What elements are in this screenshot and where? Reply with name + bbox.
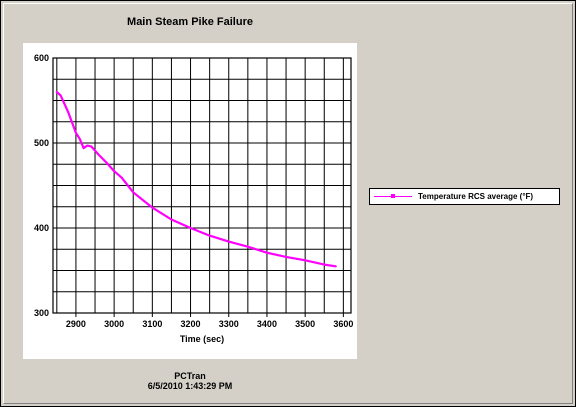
footer-timestamp: 6/5/2010 1:43:29 PM xyxy=(147,381,233,391)
legend-swatch-marker xyxy=(391,194,395,198)
legend-swatch xyxy=(374,189,412,204)
x-tick-label: 3400 xyxy=(257,319,277,329)
chart-svg: 2900 3000 3100 3200 3300 3400 3500 3600 300 400 50… xyxy=(34,53,353,344)
legend: Temperature RCS average (°F) xyxy=(369,188,560,205)
x-tick-label: 3200 xyxy=(181,319,201,329)
x-tick-label: 3600 xyxy=(333,319,353,329)
y-tick-label: 400 xyxy=(34,223,49,233)
y-tick-label: 500 xyxy=(34,138,49,148)
footer-app-name: PCTran xyxy=(174,371,206,381)
y-tick-label: 300 xyxy=(34,308,49,318)
x-tick-label: 3300 xyxy=(219,319,239,329)
x-tick-label: 3000 xyxy=(104,319,124,329)
plot-border xyxy=(52,57,352,314)
series-line-temperature-rcs-average xyxy=(55,90,337,268)
plot-panel: 2900 3000 3100 3200 3300 3400 3500 3600 300 400 50… xyxy=(23,43,357,359)
chart-footer: PCTran 6/5/2010 1:43:29 PM xyxy=(23,371,357,391)
y-tick-label: 600 xyxy=(34,53,49,63)
chart-window-bevel xyxy=(3,3,573,404)
legend-label: Temperature RCS average (°F) xyxy=(418,192,534,201)
chart-title: Main Steam Pike Failure xyxy=(127,16,253,28)
x-axis-label: Time (sec) xyxy=(180,334,224,344)
x-tick-label: 2900 xyxy=(66,319,86,329)
x-tick-label: 3500 xyxy=(295,319,315,329)
x-tick-label: 3100 xyxy=(142,319,162,329)
